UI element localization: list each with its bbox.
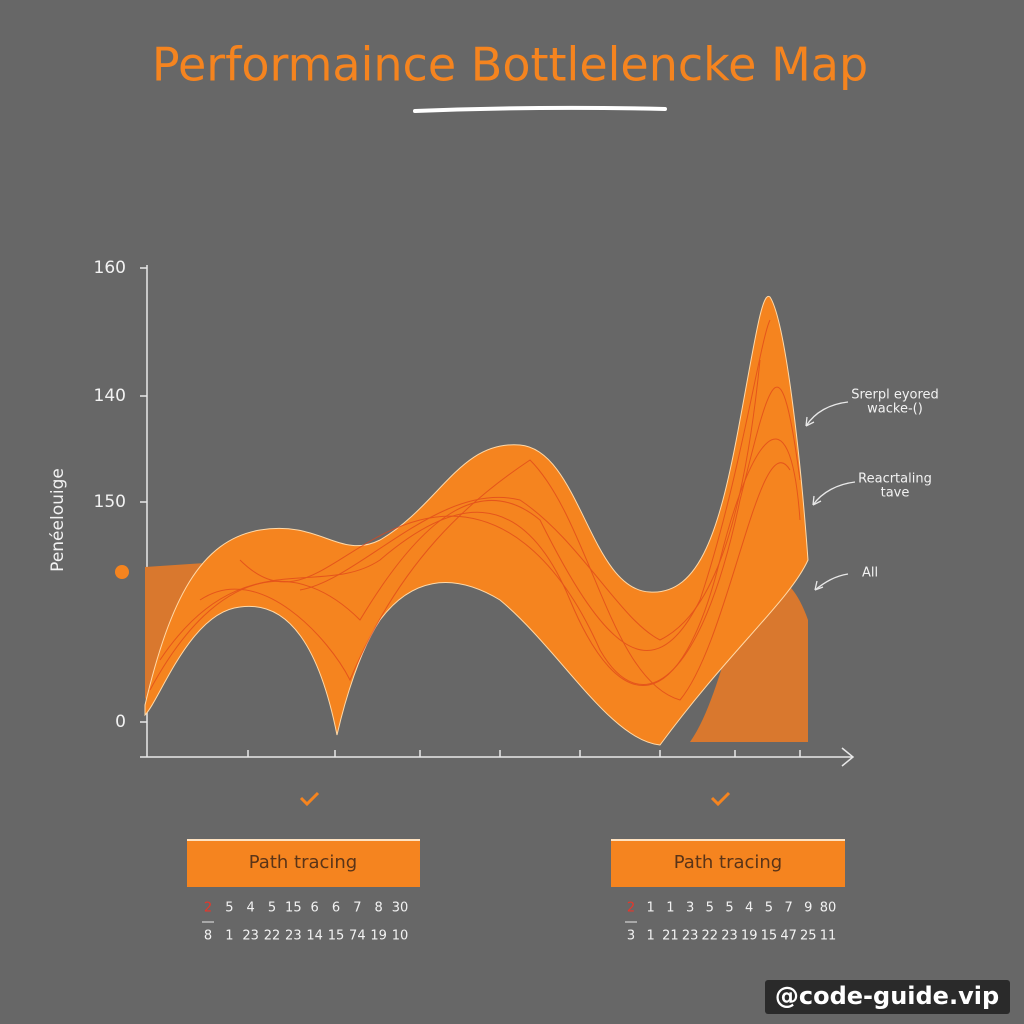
annotation: Reacrtaling — [858, 472, 932, 487]
table-cell: 8 — [204, 929, 212, 944]
table-cell: 3 — [686, 901, 694, 916]
table-cell: 74 — [349, 929, 366, 944]
table-cell: 1 — [647, 901, 655, 916]
table-cell: 2 — [627, 901, 635, 916]
x-axis-arrow — [841, 747, 855, 767]
table-cell: 1 — [666, 901, 674, 916]
y-tick-label: 0 — [115, 712, 126, 732]
left-area — [145, 563, 205, 700]
marker-dot — [115, 565, 129, 579]
table-cell: 15 — [285, 901, 302, 916]
y-tick-label: 150 — [94, 492, 126, 512]
table-cell: 30 — [392, 901, 409, 916]
table-cell: 3 — [627, 929, 635, 944]
x-ticks — [247, 750, 801, 757]
table-cell: 19 — [370, 929, 387, 944]
table-cell: 23 — [682, 929, 699, 944]
table-cell: 8 — [375, 901, 383, 916]
watermark: @code-guide.vip — [775, 982, 999, 1010]
table-cell: 47 — [780, 929, 797, 944]
right-area — [690, 576, 808, 742]
button-label: Path tracing — [249, 852, 357, 873]
table-cell: 9 — [804, 901, 812, 916]
table-cell: 4 — [745, 901, 753, 916]
annotation: wacke-() — [867, 402, 923, 417]
watermark-box — [765, 980, 1010, 1014]
table-cell: 25 — [800, 929, 817, 944]
y-tick-label: 140 — [94, 386, 126, 406]
table-cell: 22 — [264, 929, 281, 944]
check-mark — [299, 791, 320, 807]
y-tick-label: 160 — [94, 258, 126, 278]
table-cell: 6 — [332, 901, 340, 916]
table-cell: 21 — [662, 929, 679, 944]
table-cell: 14 — [306, 929, 323, 944]
table-cell: 6 — [311, 901, 319, 916]
table-cell: 7 — [784, 901, 792, 916]
table-cell: 5 — [765, 901, 773, 916]
table-cell: 1 — [225, 929, 233, 944]
annotation-arrows — [805, 401, 856, 591]
button[interactable] — [611, 840, 845, 887]
button-label: Path tracing — [674, 852, 782, 873]
annotation: tave — [881, 486, 910, 501]
table-cell: 2 — [204, 901, 212, 916]
table-cell: 11 — [820, 929, 837, 944]
check-mark — [710, 791, 731, 807]
table-cell: 1 — [647, 929, 655, 944]
table-cell: 5 — [268, 901, 276, 916]
table-cell: 80 — [820, 901, 837, 916]
table-cell: 5 — [225, 901, 233, 916]
table-cell: 23 — [721, 929, 738, 944]
button[interactable] — [187, 840, 420, 887]
y-axis-label: Penéelouige — [48, 468, 68, 572]
table-cell: 5 — [725, 901, 733, 916]
table-cell: 23 — [285, 929, 302, 944]
title-underline — [413, 105, 667, 113]
trace-lines — [149, 319, 801, 701]
annotation: Srerpl eyored — [851, 388, 939, 403]
table-cell: 7 — [353, 901, 361, 916]
main-band — [144, 295, 809, 746]
table-cell: 15 — [761, 929, 778, 944]
title: Performaince Bottlelencke Map — [152, 38, 868, 92]
table-cell: 5 — [706, 901, 714, 916]
annotation: All — [862, 566, 878, 581]
table-cell: 23 — [242, 929, 259, 944]
table-cell: 19 — [741, 929, 758, 944]
table-cell: 4 — [247, 901, 255, 916]
table-cell: 10 — [392, 929, 409, 944]
table-cell: 15 — [328, 929, 345, 944]
table-cell: 22 — [702, 929, 719, 944]
